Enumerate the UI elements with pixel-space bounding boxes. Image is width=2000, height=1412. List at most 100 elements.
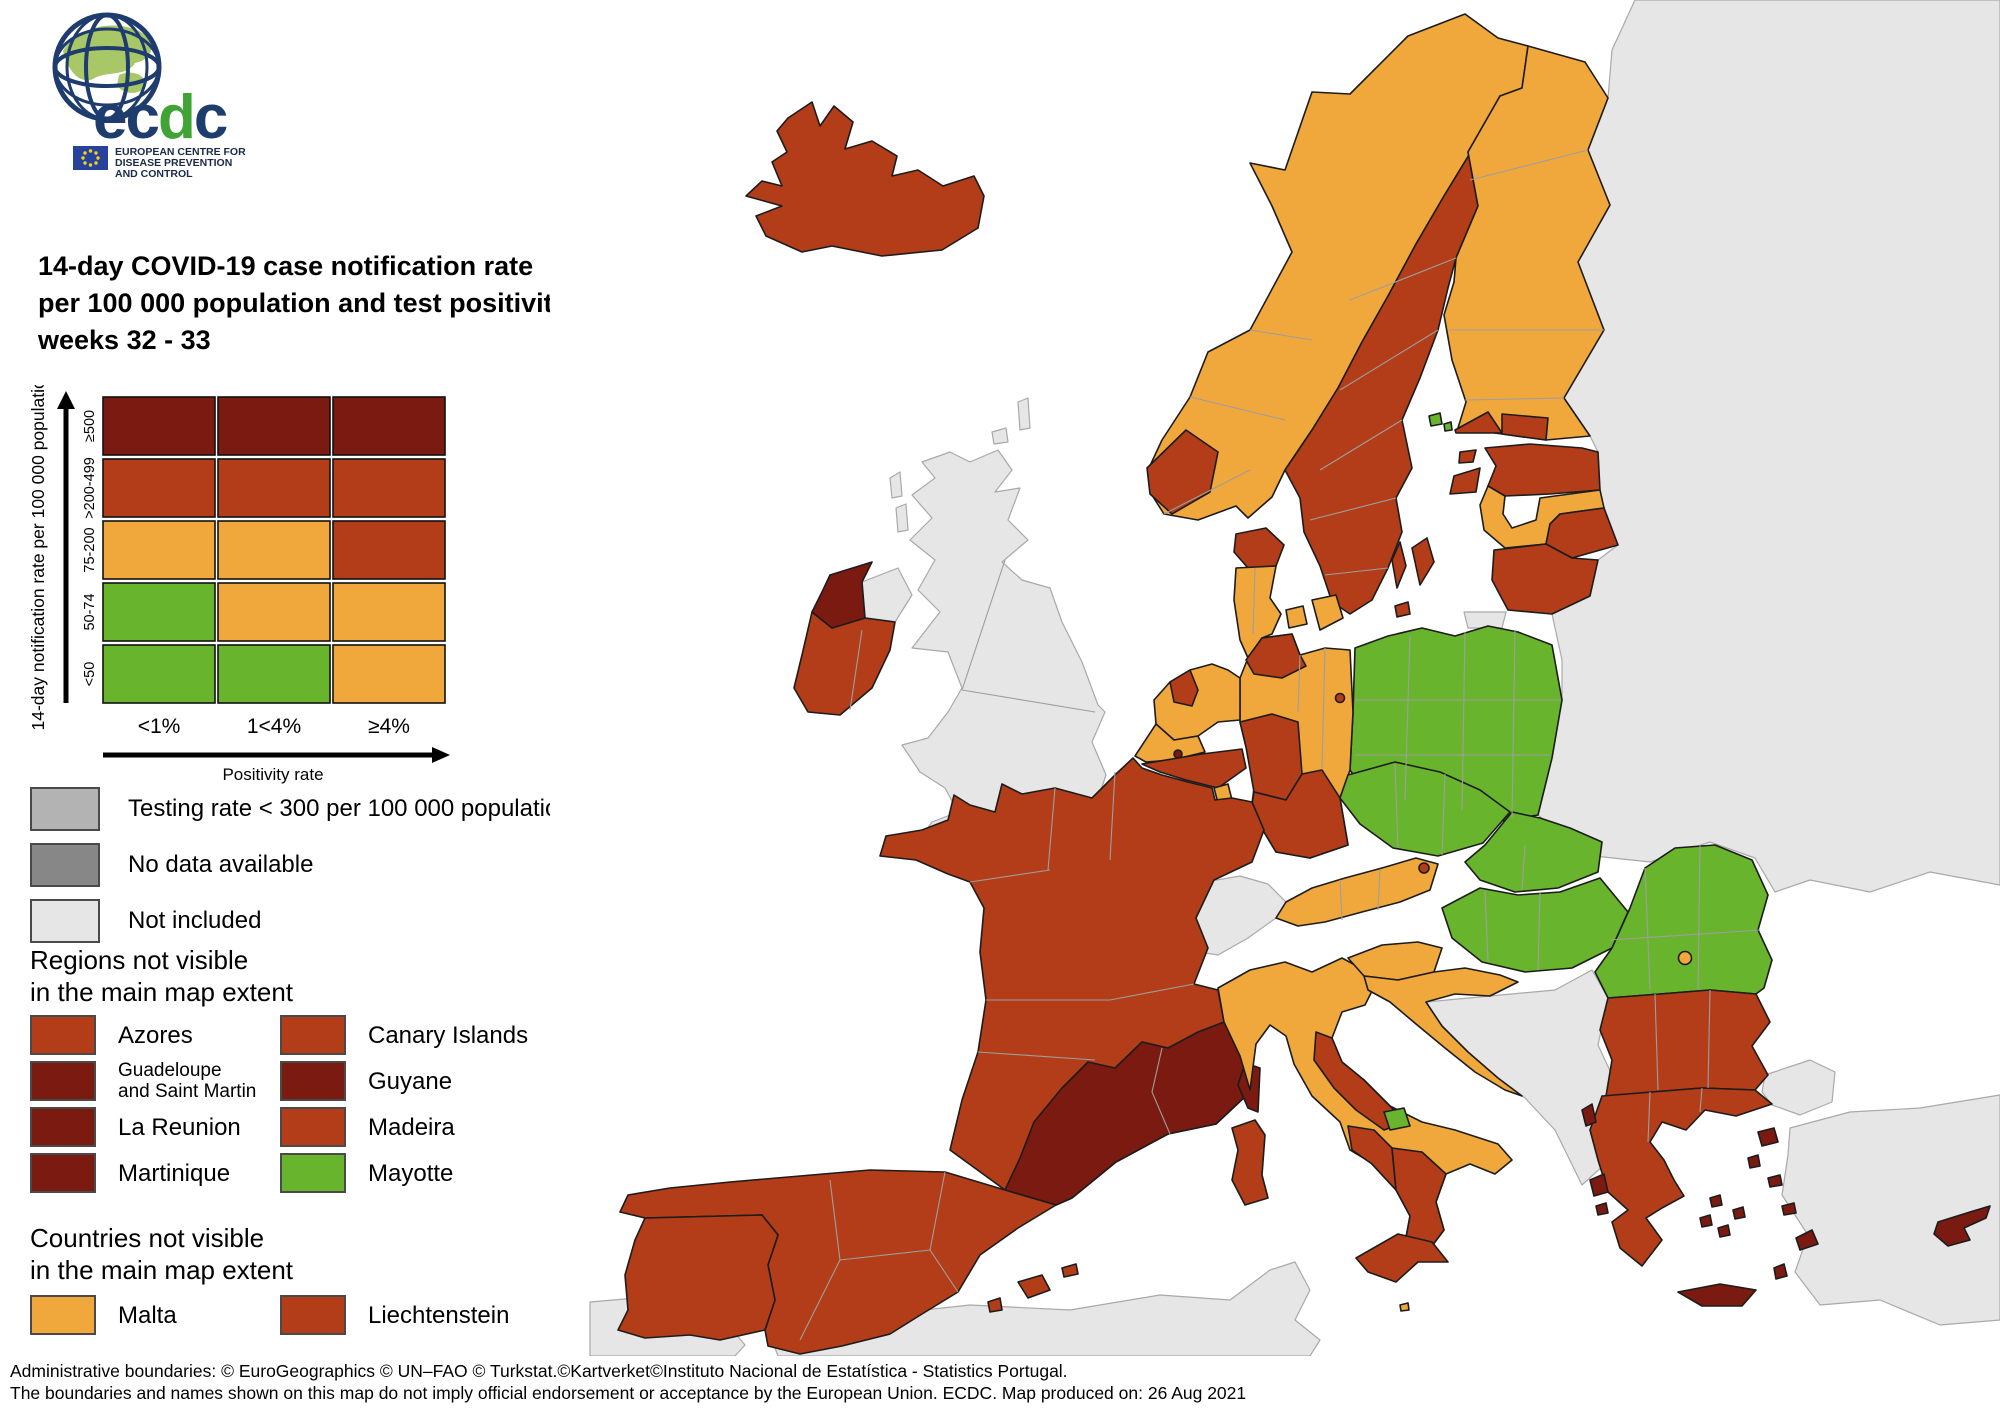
map-region-bulgaria bbox=[1599, 989, 1771, 1097]
svg-text:≥4%: ≥4% bbox=[368, 715, 410, 738]
map-region-zealand bbox=[1311, 594, 1344, 631]
azores-swatch bbox=[30, 1015, 96, 1055]
legend-item-guyane: Guyane bbox=[280, 1058, 580, 1104]
map-region-greece bbox=[1589, 1087, 1773, 1267]
legend-item-malta: Malta bbox=[30, 1292, 280, 1338]
map-region-slovakia bbox=[1464, 811, 1603, 893]
map-region-rhodes bbox=[1795, 1229, 1819, 1251]
map-region-cyclades-4 bbox=[1709, 1194, 1723, 1208]
malta-swatch bbox=[30, 1295, 96, 1335]
regions-heading-line2: in the main map extent bbox=[30, 977, 294, 1007]
no-data-label: No data available bbox=[128, 851, 314, 878]
legend-item-la-reunion: La Reunion bbox=[30, 1104, 280, 1150]
martinique-swatch bbox=[30, 1153, 96, 1193]
svg-text:1<4%: 1<4% bbox=[247, 715, 301, 738]
map-region-czechia bbox=[1339, 761, 1511, 857]
svg-text:>200-499: >200-499 bbox=[82, 457, 98, 519]
legend-item-mayotte: Mayotte bbox=[280, 1150, 580, 1196]
map-region-ireland-northwest bbox=[811, 561, 873, 629]
map-region-germany-schleswig-holstein bbox=[1245, 633, 1307, 679]
svg-text:AND CONTROL: AND CONTROL bbox=[115, 168, 193, 180]
mayotte-swatch bbox=[280, 1153, 346, 1193]
globe-icon bbox=[52, 12, 162, 122]
canary-islands-swatch bbox=[280, 1015, 346, 1055]
map-region-gotland bbox=[1411, 537, 1435, 586]
legend-item-martinique: Martinique bbox=[30, 1150, 280, 1196]
map-region-sardinia bbox=[1231, 1119, 1269, 1206]
map-region-aland-2 bbox=[1443, 421, 1453, 432]
svg-text:<1%: <1% bbox=[138, 715, 181, 738]
map-region-kaliningrad bbox=[1463, 611, 1507, 629]
map-region-malta bbox=[1399, 1302, 1410, 1312]
countries-legend-heading: Countries not visible in the main map ex… bbox=[30, 1222, 293, 1286]
madeira-swatch bbox=[280, 1107, 346, 1147]
legend-item-azores: Azores bbox=[30, 1012, 280, 1058]
map-region-hiiumaa bbox=[1458, 449, 1477, 464]
map-region-lesbos bbox=[1757, 1127, 1779, 1147]
title-line-1: 14-day COVID-19 case notification rate bbox=[38, 251, 534, 281]
countries-heading-line1: Countries not visible bbox=[30, 1223, 265, 1253]
guadeloupe-swatch bbox=[30, 1061, 96, 1101]
legend-item-not-included: Not included bbox=[30, 898, 572, 944]
org-name: EUROPEAN CENTRE FOR DISEASE PREVENTION A… bbox=[115, 146, 246, 180]
map-attribution: Administrative boundaries: © EuroGeograp… bbox=[10, 1360, 1246, 1404]
map-region-bucharest bbox=[1677, 950, 1693, 966]
map-region-kefalonia bbox=[1589, 1173, 1609, 1197]
ecdc-wordmark: ecdc bbox=[93, 83, 227, 152]
map-region-mallorca bbox=[1017, 1274, 1051, 1299]
map-region-iceland bbox=[745, 101, 985, 257]
no-data-swatch bbox=[30, 843, 100, 887]
la-reunion-swatch bbox=[30, 1107, 96, 1147]
regions-legend-heading: Regions not visible in the main map exte… bbox=[30, 944, 293, 1008]
map-region-ibiza bbox=[987, 1297, 1003, 1313]
map-region-north-holland bbox=[1169, 669, 1199, 707]
map-region-hebrides-2 bbox=[895, 503, 909, 533]
not-included-swatch bbox=[30, 899, 100, 943]
map-region-austria bbox=[1275, 857, 1439, 927]
legend-item-canary-islands: Canary Islands bbox=[280, 1012, 580, 1058]
legend-item-madeira: Madeira bbox=[280, 1104, 580, 1150]
matrix-legend: 14-day notification rate per 100 000 pop… bbox=[28, 385, 450, 784]
map-region-molise bbox=[1383, 1107, 1411, 1131]
matrix-row-labels: ≥500 >200-499 75-200 50-74 <50 bbox=[82, 410, 98, 686]
x-axis-label: Positivity rate bbox=[222, 765, 323, 784]
map-region-denmark-jutland bbox=[1233, 565, 1282, 659]
not-included-label: Not included bbox=[128, 907, 262, 934]
map-region-vienna bbox=[1418, 862, 1430, 874]
map-region-algeria-tunisia bbox=[774, 1261, 1321, 1356]
y-axis-arrowhead-icon bbox=[57, 391, 75, 409]
map-region-norway-vestland bbox=[1146, 429, 1219, 515]
svg-text:50-74: 50-74 bbox=[82, 593, 98, 630]
svg-text:EUROPEAN CENTRE FOR: EUROPEAN CENTRE FOR bbox=[115, 146, 246, 158]
svg-text:DISEASE PREVENTION: DISEASE PREVENTION bbox=[115, 157, 232, 169]
map-region-bornholm bbox=[1394, 601, 1411, 618]
map-region-orkney bbox=[991, 427, 1009, 445]
countries-heading-line2: in the main map extent bbox=[30, 1255, 294, 1285]
map-region-cyclades-1 bbox=[1699, 1214, 1713, 1228]
testing-rate-label: Testing rate < 300 per 100 000 populatio… bbox=[128, 795, 572, 822]
regions-heading-line1: Regions not visible bbox=[30, 945, 249, 975]
map-region-italy-south bbox=[1391, 1147, 1447, 1255]
svg-text:<50: <50 bbox=[82, 662, 98, 687]
map-region-cyprus bbox=[1933, 1205, 1991, 1247]
legend-item-testing-rate: Testing rate < 300 per 100 000 populatio… bbox=[30, 786, 572, 832]
map-region-estonia bbox=[1484, 443, 1601, 497]
map-region-samos bbox=[1767, 1174, 1783, 1188]
legend-item-liechtenstein: Liechtenstein bbox=[280, 1292, 580, 1338]
map-region-zakynthos bbox=[1595, 1202, 1609, 1216]
map-region-portugal bbox=[617, 1214, 779, 1341]
internal-region-borders bbox=[799, 149, 1761, 1341]
map-region-corfu bbox=[1581, 1103, 1597, 1127]
attribution-line2: The boundaries and names shown on this m… bbox=[10, 1383, 1247, 1403]
status-legend: Testing rate < 300 per 100 000 populatio… bbox=[30, 786, 572, 944]
map-region-brussels bbox=[1173, 749, 1183, 759]
svg-text:75-200: 75-200 bbox=[82, 527, 98, 572]
map-region-sicily bbox=[1355, 1233, 1449, 1283]
svg-text:≥500: ≥500 bbox=[82, 410, 98, 442]
map-region-crete bbox=[1677, 1283, 1757, 1307]
map-region-croatia bbox=[1363, 967, 1523, 1097]
europe-choropleth-map bbox=[550, 0, 2000, 1356]
liechtenstein-swatch bbox=[280, 1295, 346, 1335]
y-axis-label: 14-day notification rate per 100 000 pop… bbox=[28, 385, 48, 730]
